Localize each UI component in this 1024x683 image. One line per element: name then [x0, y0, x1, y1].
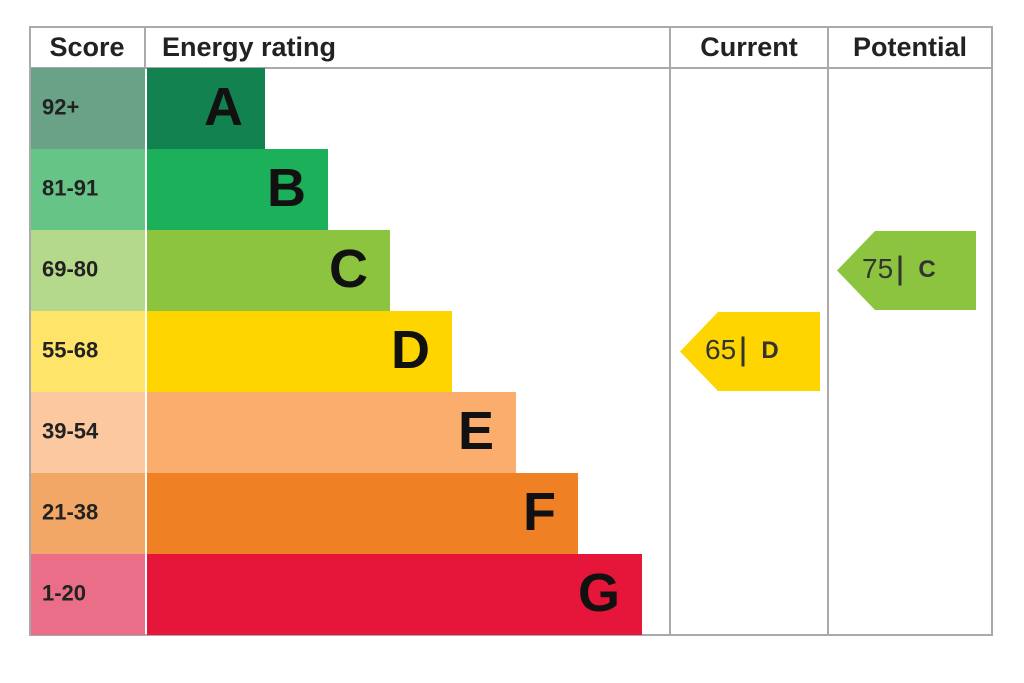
score-label: 92+	[42, 94, 79, 119]
score-cell	[31, 392, 145, 473]
potential-rating: C	[918, 256, 935, 283]
rating-letter: G	[578, 563, 620, 623]
score-cell	[31, 149, 145, 230]
rating-bar	[147, 68, 265, 149]
rating-letter: F	[523, 482, 556, 542]
score-label: 55-68	[42, 337, 98, 362]
rating-bar	[147, 473, 578, 554]
score-cell	[31, 473, 145, 554]
potential-arrow	[837, 231, 976, 310]
rating-letter: E	[458, 401, 494, 461]
rating-bar	[147, 230, 390, 311]
current-score: 65	[705, 334, 736, 365]
rating-letter: A	[204, 77, 243, 137]
rating-bar	[147, 149, 328, 230]
current-rating: D	[761, 337, 778, 364]
score-cell	[31, 230, 145, 311]
header-rating: Energy rating	[162, 32, 336, 62]
score-label: 81-91	[42, 175, 98, 200]
rating-bar	[147, 554, 642, 635]
current-arrow	[680, 312, 820, 391]
rating-letter: C	[329, 239, 368, 299]
score-label: 39-54	[42, 418, 99, 443]
rating-letter: D	[391, 320, 430, 380]
score-cell	[31, 311, 145, 392]
score-label: 69-80	[42, 256, 98, 281]
score-label: 21-38	[42, 499, 98, 524]
rating-letter: B	[267, 158, 306, 218]
rating-bar	[147, 311, 452, 392]
header-potential: Potential	[853, 32, 967, 62]
potential-score: 75	[862, 253, 893, 284]
score-label: 1-20	[42, 580, 86, 605]
score-cell	[31, 68, 145, 149]
score-cell	[31, 554, 145, 635]
header-score: Score	[49, 32, 124, 62]
rows: 92+ A 81-91 B 69-80 C 55-68 D 39-54 E 21-38 F 1-20 G 6…	[31, 68, 976, 635]
rating-bar	[147, 392, 516, 473]
header-current: Current	[700, 32, 798, 62]
